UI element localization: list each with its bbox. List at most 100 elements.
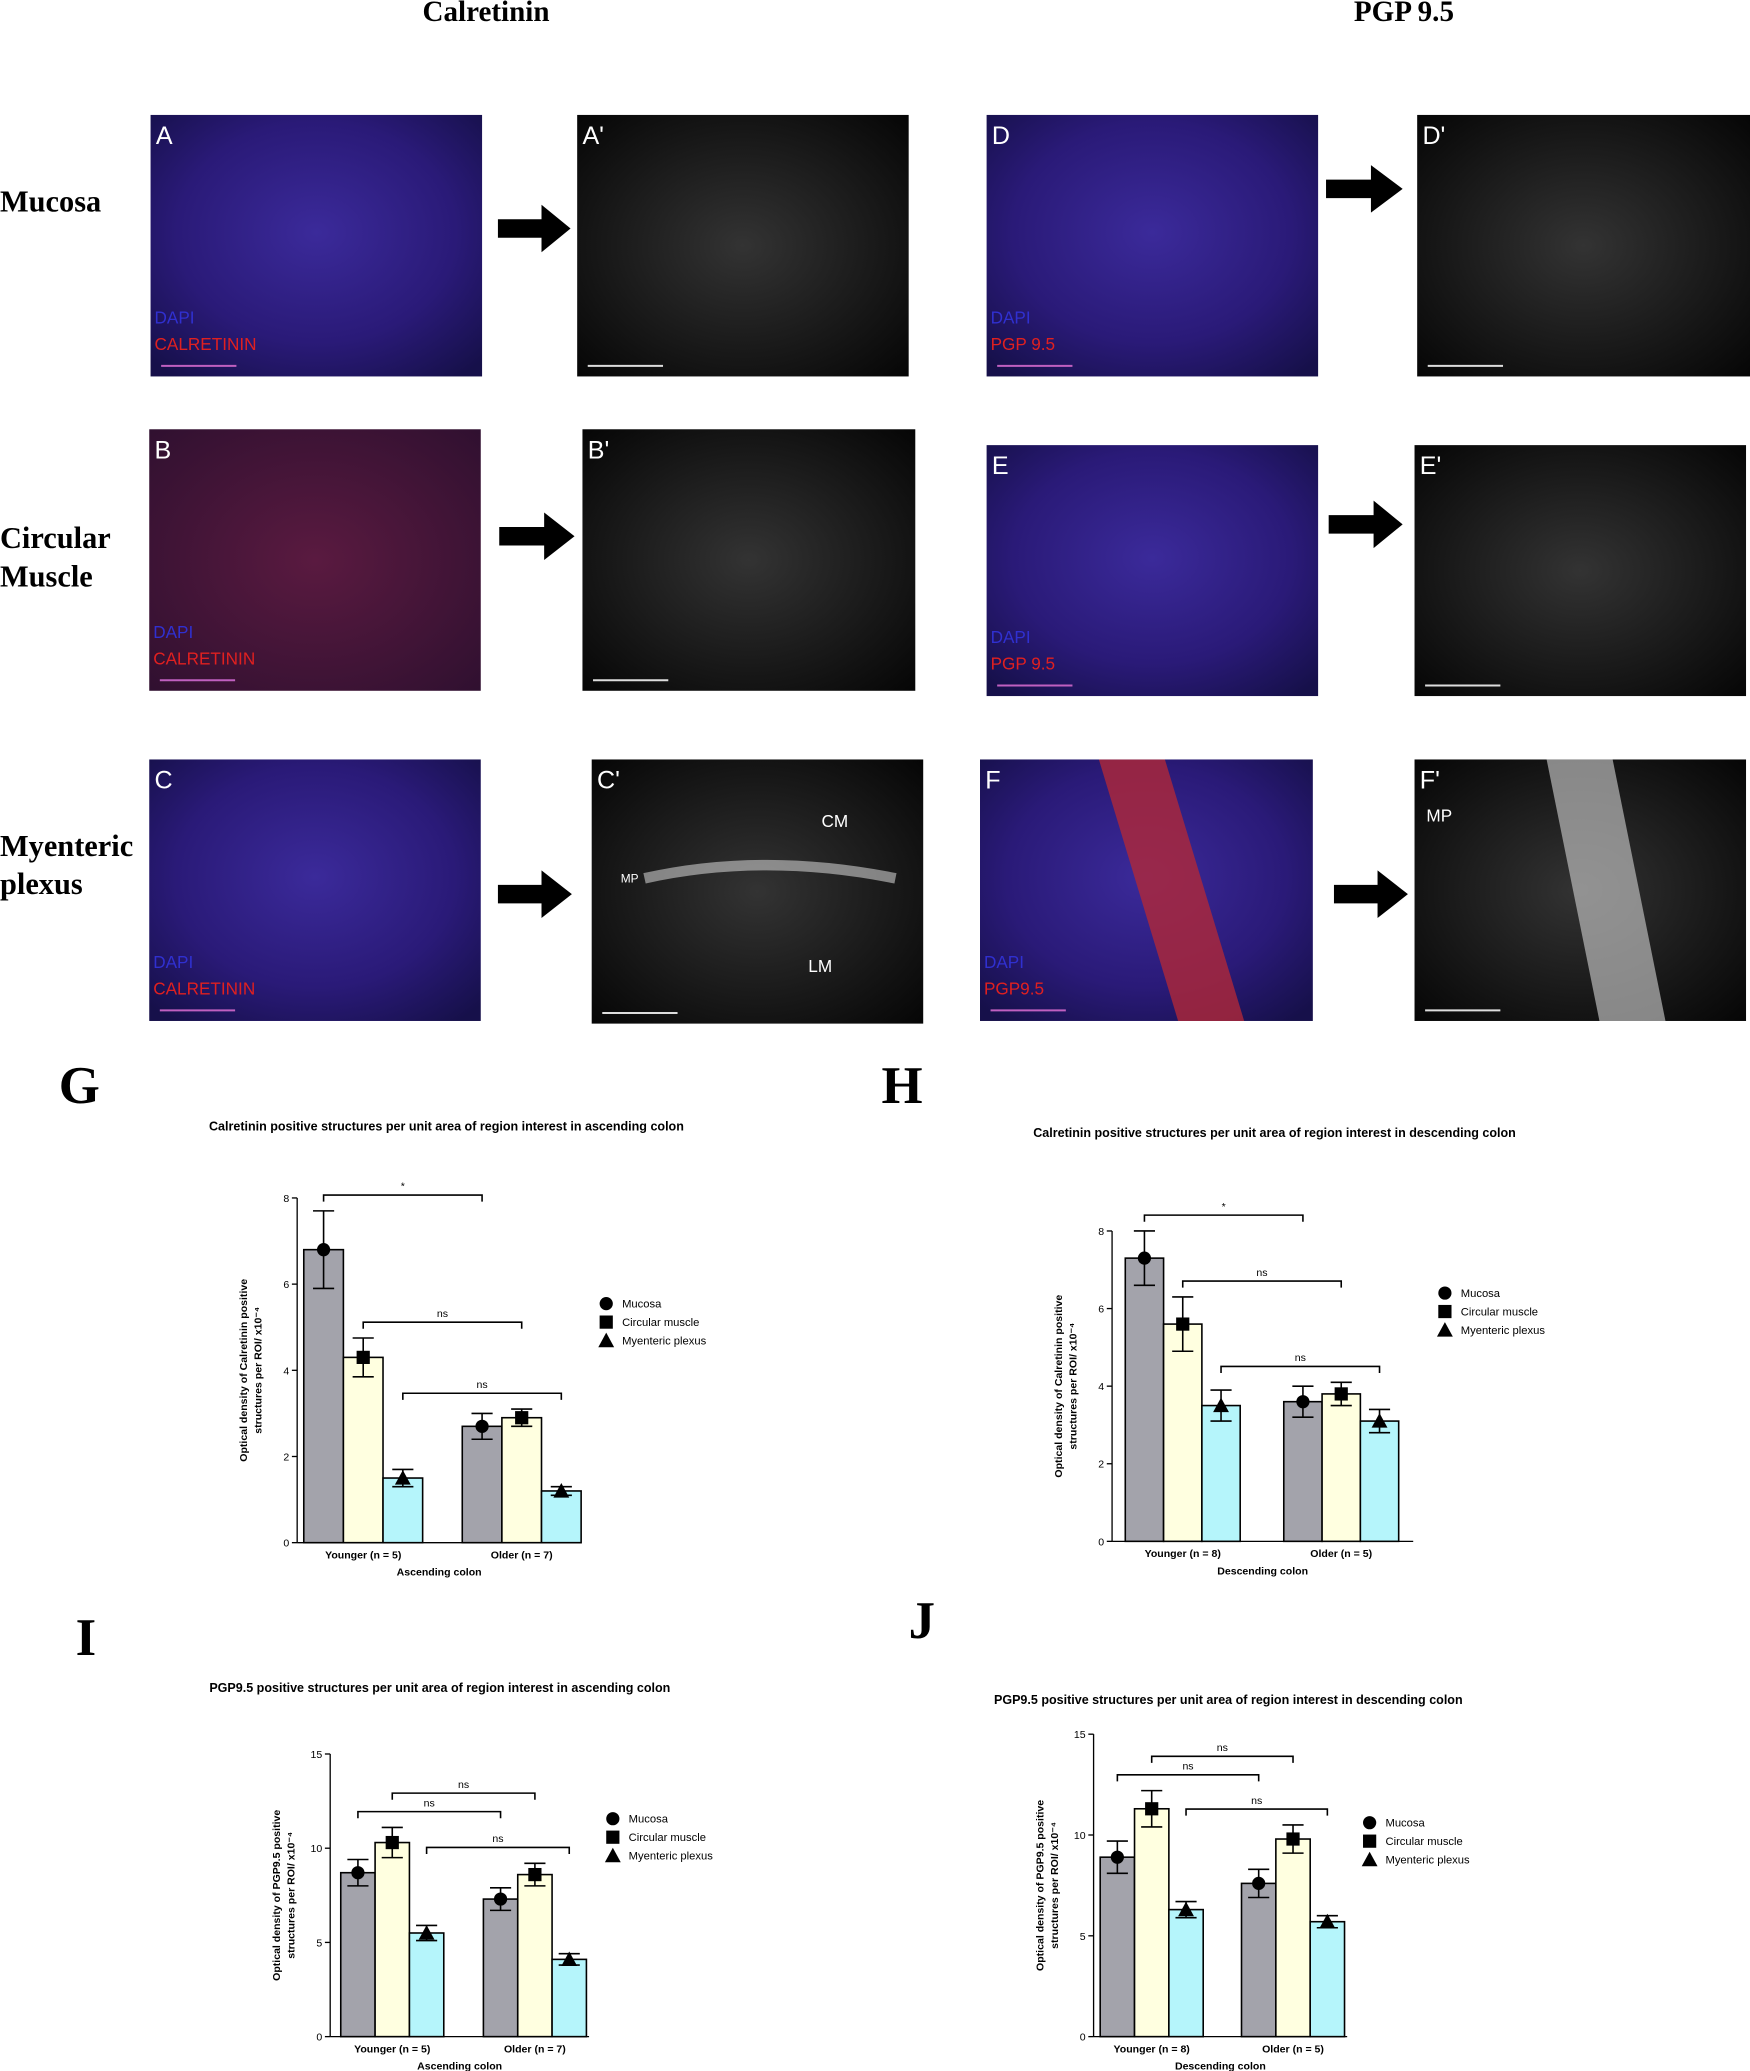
chart-title: PGP9.5 positive structures per unit area…	[994, 1693, 1463, 1707]
significance-label: ns	[437, 1308, 448, 1320]
bar	[382, 1477, 424, 1544]
stain-label: DAPI	[153, 952, 193, 972]
y-tick-label: 15	[311, 1749, 323, 1761]
significance-bracket	[362, 1321, 523, 1329]
legend-marker	[1438, 1304, 1452, 1319]
y-tick-label: 2	[283, 1451, 289, 1463]
panel-label: E'	[1420, 452, 1442, 480]
marker	[356, 1350, 370, 1364]
legend-label: Myenteric plexus	[629, 1851, 714, 1863]
significance-label: ns	[1295, 1352, 1306, 1364]
marker	[553, 1483, 570, 1498]
legend-label: Mucosa	[622, 1299, 662, 1311]
chart-title: Calretinin positive structures per unit …	[1033, 1126, 1516, 1140]
bar	[1168, 1908, 1204, 2038]
marker	[385, 1835, 399, 1850]
micrograph	[577, 114, 909, 377]
y-tick-label: 5	[316, 1937, 322, 1949]
significance-label: *	[401, 1181, 405, 1193]
micrograph	[582, 429, 916, 691]
legend-label: Circular muscle	[629, 1832, 706, 1844]
legend-marker	[606, 1812, 620, 1826]
micrograph	[1414, 445, 1747, 697]
marker	[1319, 1913, 1336, 1929]
region-label: LM	[808, 956, 832, 976]
panel-label: F	[985, 767, 1000, 795]
bar	[342, 1356, 384, 1544]
y-axis-label: structures per ROI/ x10⁻⁴	[286, 1832, 298, 1959]
significance-bracket	[322, 1194, 483, 1202]
significance-label: ns	[1256, 1267, 1267, 1279]
legend-marker	[1363, 1834, 1377, 1848]
y-axis-label: Optical density of PGP9.5 positive	[1034, 1800, 1046, 1971]
legend-label: Circular muscle	[1461, 1307, 1538, 1319]
bar	[339, 1871, 376, 2038]
marker	[1296, 1395, 1310, 1409]
significance-bracket	[402, 1392, 563, 1400]
legend-marker	[1436, 1322, 1453, 1337]
bar	[1240, 1882, 1277, 2038]
panel-label: B'	[588, 436, 610, 464]
bar	[1162, 1323, 1203, 1543]
panel-label: B	[155, 436, 172, 464]
significance-label: ns	[492, 1833, 503, 1845]
x-tick-label: Younger (n = 8)	[1145, 1548, 1221, 1560]
legend-marker	[1363, 1816, 1377, 1830]
significance-label: ns	[424, 1797, 435, 1809]
bar	[1133, 1807, 1170, 2038]
legend-label: Circular muscle	[622, 1317, 699, 1329]
x-tick-label: Younger (n = 5)	[354, 2043, 430, 2055]
column-header: PGP 9.5	[1354, 0, 1454, 28]
region-label: MP	[621, 871, 639, 885]
legend-marker	[604, 1847, 621, 1863]
region-label: MP	[1426, 806, 1452, 826]
micrograph	[149, 759, 481, 1021]
marker	[475, 1419, 489, 1433]
significance-label: ns	[1217, 1742, 1228, 1754]
bar	[1321, 1393, 1362, 1543]
panel-letter: G	[59, 1057, 100, 1115]
significance-label: ns	[458, 1779, 469, 1791]
y-tick-label: 6	[1098, 1304, 1104, 1316]
marker	[1371, 1413, 1388, 1428]
x-tick-label: Older (n = 7)	[504, 2043, 566, 2055]
y-tick-label: 8	[283, 1193, 289, 1205]
significance-label: ns	[477, 1379, 488, 1391]
bar	[1359, 1420, 1400, 1543]
row-label: Circular	[0, 521, 111, 555]
legend-marker	[1438, 1286, 1452, 1300]
bar	[1275, 1838, 1311, 2038]
y-tick-label: 0	[283, 1538, 289, 1550]
y-tick-label: 4	[283, 1365, 289, 1377]
marker	[418, 1925, 435, 1940]
x-tick-label: Older (n = 5)	[1262, 2043, 1324, 2055]
stain-label: CALRETININ	[155, 334, 257, 354]
micrograph	[1417, 114, 1750, 377]
stained-ganglion	[1098, 759, 1245, 1021]
x-axis-label: Descending colon	[1217, 1565, 1308, 1577]
significance-label: *	[1222, 1201, 1226, 1213]
bar	[540, 1490, 582, 1544]
bar	[1309, 1920, 1346, 2038]
legend-marker	[598, 1332, 615, 1348]
significance-bracket	[425, 1846, 571, 1855]
marker	[1178, 1901, 1194, 1917]
panel-label: D	[992, 122, 1010, 150]
marker	[394, 1470, 411, 1485]
legend-label: Myenteric plexus	[1461, 1325, 1546, 1337]
y-axis-label: Optical density of Calretinin positive	[238, 1279, 250, 1462]
x-axis-label: Descending colon	[1175, 2061, 1266, 2071]
panel-letter: J	[909, 1592, 935, 1650]
bar	[482, 1898, 519, 2038]
legend-label: Mucosa	[1385, 1818, 1425, 1830]
micrograph	[149, 429, 481, 691]
marker	[1145, 1802, 1159, 1816]
y-tick-label: 10	[311, 1843, 323, 1855]
y-tick-label: 2	[1098, 1459, 1104, 1471]
x-tick-label: Older (n = 5)	[1310, 1548, 1372, 1560]
arrows	[497, 165, 1408, 918]
y-tick-label: 8	[1098, 1226, 1104, 1238]
panel-label: A'	[582, 122, 604, 150]
row-label: plexus	[0, 867, 83, 901]
